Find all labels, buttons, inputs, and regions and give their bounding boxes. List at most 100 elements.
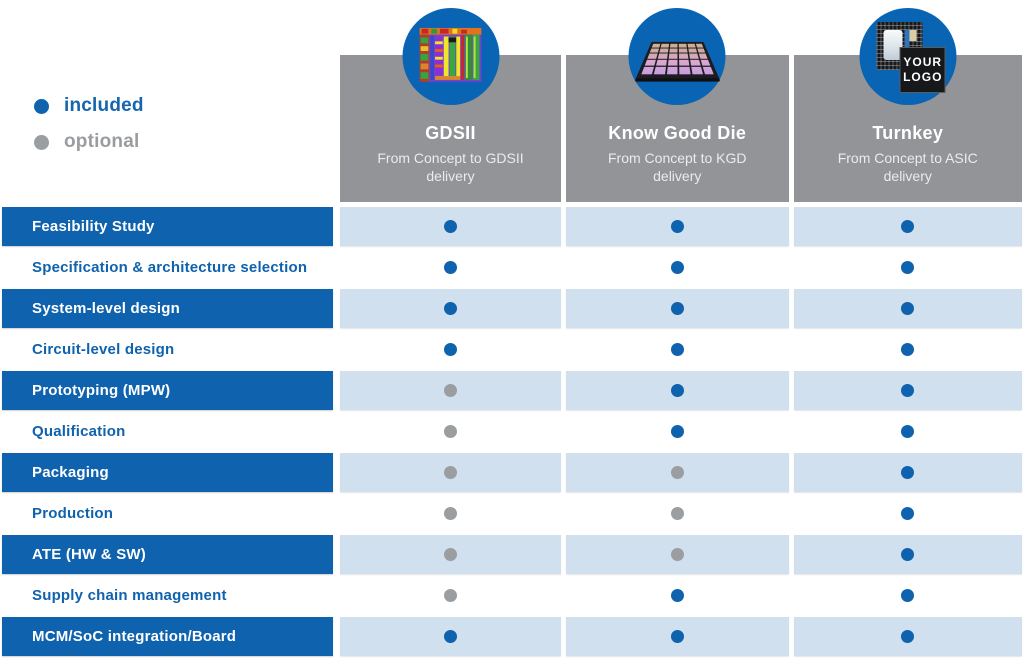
availability-cell — [794, 412, 1023, 451]
feature-label: Production — [32, 505, 114, 522]
column-header-gdsii: GDSII From Concept to GDSII delivery — [340, 8, 561, 202]
availability-cell — [794, 576, 1023, 615]
feature-row: Feasibility Study — [0, 207, 1024, 246]
feature-row: Qualification — [0, 412, 1024, 451]
column-subtitle: From Concept to KGD delivery — [608, 150, 747, 185]
availability-cell — [793, 453, 1022, 492]
included-dot — [670, 220, 684, 233]
availability-cell — [340, 617, 561, 656]
feature-label: Feasibility Study — [2, 207, 333, 246]
feature-label: Supply chain management — [32, 587, 227, 604]
included-dot — [670, 302, 684, 315]
optional-dot — [34, 134, 49, 150]
availability-cell — [566, 412, 790, 451]
availability-cell — [565, 371, 789, 410]
availability-cell — [793, 371, 1022, 410]
included-dot — [444, 302, 457, 315]
availability-cell — [340, 453, 561, 492]
availability-cell — [793, 535, 1022, 574]
legend-optional-label: optional — [64, 131, 140, 152]
availability-cell — [565, 289, 789, 328]
optional-dot — [444, 466, 457, 479]
included-dot — [444, 220, 457, 233]
included-dot — [444, 630, 457, 643]
feature-row: Packaging — [0, 453, 1024, 492]
optional-dot — [444, 507, 457, 520]
included-dot — [901, 384, 915, 397]
included-dot — [670, 425, 684, 438]
feature-label: Prototyping (MPW) — [2, 371, 333, 410]
chip-die-photo-icon — [402, 8, 499, 105]
feature-row: System-level design — [0, 289, 1024, 328]
optional-dot — [670, 548, 684, 561]
legend-included-label: included — [64, 95, 144, 116]
availability-cell — [340, 535, 561, 574]
included-dot — [670, 384, 684, 397]
logo-line2: LOGO — [903, 69, 943, 84]
optional-dot — [670, 466, 684, 479]
feature-label: Circuit-level design — [32, 341, 175, 358]
chip-with-logo-graphic: YOUR LOGO — [872, 21, 946, 93]
included-dot — [670, 261, 684, 274]
feature-row: Supply chain management — [0, 576, 1024, 615]
feature-row: Production — [0, 494, 1024, 533]
availability-cell — [794, 330, 1023, 369]
availability-cell — [565, 207, 789, 246]
feature-label: Packaging — [2, 453, 333, 492]
included-dot — [670, 343, 684, 356]
availability-cell — [340, 576, 561, 615]
included-dot — [901, 425, 915, 438]
legend-item-included: included — [34, 95, 144, 117]
availability-cell — [793, 289, 1022, 328]
availability-cell — [793, 617, 1022, 656]
availability-cell — [794, 494, 1023, 533]
feature-label: MCM/SoC integration/Board — [2, 617, 333, 656]
column-subtitle: From Concept to GDSII delivery — [377, 150, 524, 185]
feature-row: ATE (HW & SW) — [0, 535, 1024, 574]
your-logo-chip-icon: YOUR LOGO — [859, 8, 957, 105]
availability-cell — [793, 207, 1022, 246]
feature-row: Prototyping (MPW) — [0, 371, 1024, 410]
availability-cell — [340, 248, 561, 287]
availability-cell — [565, 453, 789, 492]
included-dot — [34, 98, 49, 114]
chip-layout-graphic — [419, 27, 482, 82]
optional-dot — [444, 589, 457, 602]
availability-cell — [566, 330, 790, 369]
availability-cell — [340, 371, 561, 410]
availability-cell — [340, 330, 561, 369]
optional-dot — [444, 548, 457, 561]
feature-row: Specification & architecture selection — [0, 248, 1024, 287]
feature-rows: Feasibility Study Specification & archite… — [0, 207, 1024, 658]
column-title: Know Good Die — [608, 123, 747, 143]
feature-label: Specification & architecture selection — [32, 259, 308, 276]
feature-row: MCM/SoC integration/Board — [0, 617, 1024, 656]
feature-label: ATE (HW & SW) — [2, 535, 333, 574]
feature-row: Circuit-level design — [0, 330, 1024, 369]
availability-cell — [565, 535, 789, 574]
column-title: Turnkey — [872, 123, 944, 143]
included-dot — [901, 466, 915, 479]
availability-cell — [565, 617, 789, 656]
included-dot — [901, 343, 915, 356]
column-subtitle: From Concept to ASIC delivery — [837, 150, 978, 185]
legend-item-optional: optional — [34, 131, 144, 153]
included-dot — [670, 630, 684, 643]
optional-dot — [444, 425, 457, 438]
included-dot — [444, 261, 457, 274]
availability-cell — [566, 248, 790, 287]
included-dot — [901, 261, 915, 274]
included-dot — [901, 507, 915, 520]
legend: included optional — [34, 95, 144, 167]
optional-dot — [444, 384, 457, 397]
availability-cell — [340, 494, 561, 533]
included-dot — [901, 548, 915, 561]
availability-cell — [794, 248, 1023, 287]
availability-cell — [340, 289, 561, 328]
availability-cell — [566, 494, 790, 533]
column-header-kgd: Know Good Die From Concept to KGD delive… — [565, 8, 789, 202]
die-tray-graphic — [635, 41, 719, 78]
included-dot — [901, 589, 915, 602]
your-logo-badge: YOUR LOGO — [899, 46, 946, 93]
